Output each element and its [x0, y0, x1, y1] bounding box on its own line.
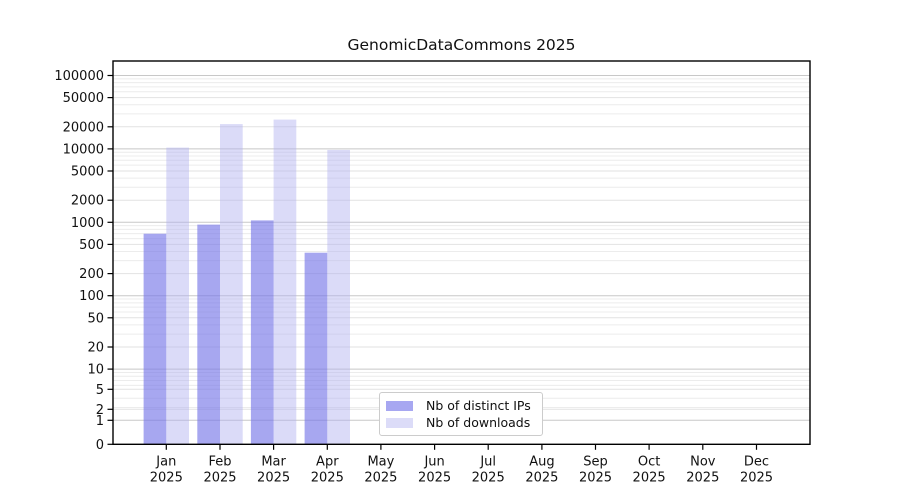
x-tick-label-year: 2025	[740, 471, 773, 486]
x-tick-label-year: 2025	[472, 471, 505, 486]
x-tick-label-year: 2025	[311, 471, 344, 486]
bar-ips-feb	[197, 224, 220, 445]
x-tick-label-year: 2025	[203, 471, 236, 486]
y-tick-label: 100000	[54, 69, 104, 84]
y-tick-label: 2000	[71, 194, 104, 209]
bar-ips-mar	[250, 220, 274, 445]
x-tick-label-month: Jun	[423, 455, 444, 470]
y-tick-label: 10000	[63, 142, 104, 157]
x-tick-label-month: Jan	[155, 455, 176, 470]
x-tick-label-month: Aug	[529, 455, 554, 470]
x-tick-label-year: 2025	[525, 471, 558, 486]
x-tick-label-month: Mar	[261, 455, 286, 470]
bar-ips-jan	[143, 233, 167, 445]
y-tick-label: 20000	[63, 120, 104, 135]
x-tick-label-year: 2025	[418, 471, 451, 486]
x-axis: Jan2025Feb2025Mar2025Apr2025May2025Jun20…	[150, 444, 773, 486]
y-tick-label: 100	[79, 289, 104, 304]
y-tick-label: 20	[87, 341, 104, 356]
x-tick-label-month: May	[367, 455, 394, 470]
y-axis: 0 12 5 10 20 50 100 200 500 1000 2000 5000 10000 2000…	[54, 69, 113, 453]
y-tick-label: 50	[87, 311, 104, 326]
axes	[112, 60, 811, 445]
x-tick-label-year: 2025	[686, 471, 719, 486]
y-tick-label: 5	[96, 383, 104, 398]
x-tick-label-month: Sep	[583, 455, 608, 470]
x-tick-label-month: Dec	[744, 455, 769, 470]
x-tick-label-year: 2025	[364, 471, 397, 486]
bar-downloads-jan	[166, 147, 189, 445]
x-tick-label-year: 2025	[150, 471, 183, 486]
y-tick-label: 2	[96, 403, 104, 418]
gridlines	[113, 75, 810, 421]
x-tick-label-month: Nov	[690, 455, 716, 470]
bar-downloads-feb	[220, 124, 243, 445]
bars	[143, 119, 350, 445]
y-tick-label: 0	[96, 438, 104, 453]
chart-title: GenomicDataCommons 2025	[347, 36, 576, 54]
y-tick-label: 10	[87, 363, 104, 378]
x-tick-label-month: Apr	[316, 455, 339, 470]
bar-downloads-apr	[327, 149, 350, 445]
y-tick-label: 1000	[71, 216, 104, 231]
plot-border	[112, 60, 811, 445]
x-tick-label-month: Feb	[208, 455, 231, 470]
legend: Nb of distinct IPs Nb of downloads	[379, 392, 543, 436]
legend-swatch-distinct-ips	[386, 400, 413, 411]
y-tick-label: 1	[96, 414, 104, 429]
legend-item-distinct-ips: Nb of distinct IPs	[386, 398, 534, 413]
bar-ips-apr	[304, 252, 328, 445]
y-tick-label: 5000	[71, 165, 104, 180]
bar-downloads-mar	[273, 119, 297, 445]
y-tick-label: 50000	[63, 91, 104, 106]
x-tick-label-year: 2025	[257, 471, 290, 486]
x-tick-label-month: Jul	[479, 455, 496, 470]
y-tick-label: 200	[79, 267, 104, 282]
x-tick-label-year: 2025	[633, 471, 666, 486]
x-tick-label-year: 2025	[579, 471, 612, 486]
legend-label-downloads: Nb of downloads	[426, 415, 531, 430]
y-tick-label: 500	[79, 238, 104, 253]
legend-item-downloads: Nb of downloads	[386, 415, 534, 430]
legend-swatch-downloads	[386, 417, 413, 428]
x-tick-label-month: Oct	[638, 455, 660, 470]
legend-label-distinct-ips: Nb of distinct IPs	[426, 398, 531, 413]
